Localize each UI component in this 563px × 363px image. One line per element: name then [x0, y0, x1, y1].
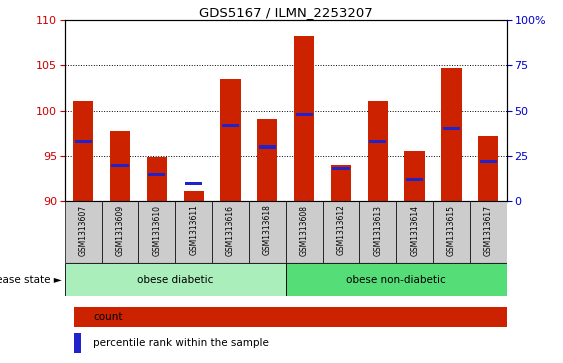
Bar [480, 160, 497, 163]
Bar [220, 79, 240, 201]
Text: GSM1313610: GSM1313610 [153, 205, 162, 256]
Bar [74, 307, 563, 327]
Bar [259, 146, 276, 148]
Bar [332, 167, 350, 170]
Text: percentile rank within the sample: percentile rank within the sample [93, 338, 269, 348]
Bar [185, 182, 202, 185]
Text: obese non-diabetic: obese non-diabetic [346, 274, 446, 285]
Text: GSM1313616: GSM1313616 [226, 205, 235, 256]
Text: GSM1313614: GSM1313614 [410, 205, 419, 256]
Bar [257, 119, 278, 201]
Text: GSM1313618: GSM1313618 [263, 205, 272, 256]
Text: GSM1313611: GSM1313611 [189, 205, 198, 256]
Bar [323, 201, 359, 263]
Text: count: count [93, 312, 123, 322]
Bar [285, 201, 323, 263]
Text: GSM1313609: GSM1313609 [115, 205, 124, 256]
Bar [65, 201, 101, 263]
Bar [101, 201, 138, 263]
Bar [296, 113, 312, 116]
Bar [368, 101, 388, 201]
Bar [147, 157, 167, 201]
Bar [404, 151, 425, 201]
Bar [406, 178, 423, 181]
Bar [138, 201, 175, 263]
Bar [359, 201, 396, 263]
Bar [73, 101, 93, 201]
Bar [212, 201, 249, 263]
Text: GSM1313612: GSM1313612 [337, 205, 346, 256]
Text: GSM1313617: GSM1313617 [484, 205, 493, 256]
Text: GSM1313607: GSM1313607 [79, 205, 88, 256]
Bar [331, 165, 351, 201]
Bar [175, 201, 212, 263]
Text: GSM1313613: GSM1313613 [373, 205, 382, 256]
Bar [184, 191, 204, 201]
Bar [369, 140, 386, 143]
Bar [111, 164, 128, 167]
Bar [433, 201, 470, 263]
Bar [478, 136, 498, 201]
Bar [222, 124, 239, 127]
Bar [65, 263, 285, 296]
Text: GSM1313615: GSM1313615 [447, 205, 456, 256]
Bar [74, 333, 81, 353]
Bar [441, 68, 462, 201]
Text: obese diabetic: obese diabetic [137, 274, 213, 285]
Bar [74, 140, 92, 143]
Bar [396, 201, 433, 263]
Bar [249, 201, 286, 263]
Bar [110, 131, 130, 201]
Bar [294, 36, 314, 201]
Title: GDS5167 / ILMN_2253207: GDS5167 / ILMN_2253207 [199, 6, 373, 19]
Bar [470, 201, 507, 263]
Text: GSM1313608: GSM1313608 [300, 205, 309, 256]
Bar [148, 173, 166, 176]
Bar [285, 263, 507, 296]
Text: disease state ►: disease state ► [0, 274, 62, 285]
Bar [443, 127, 460, 130]
